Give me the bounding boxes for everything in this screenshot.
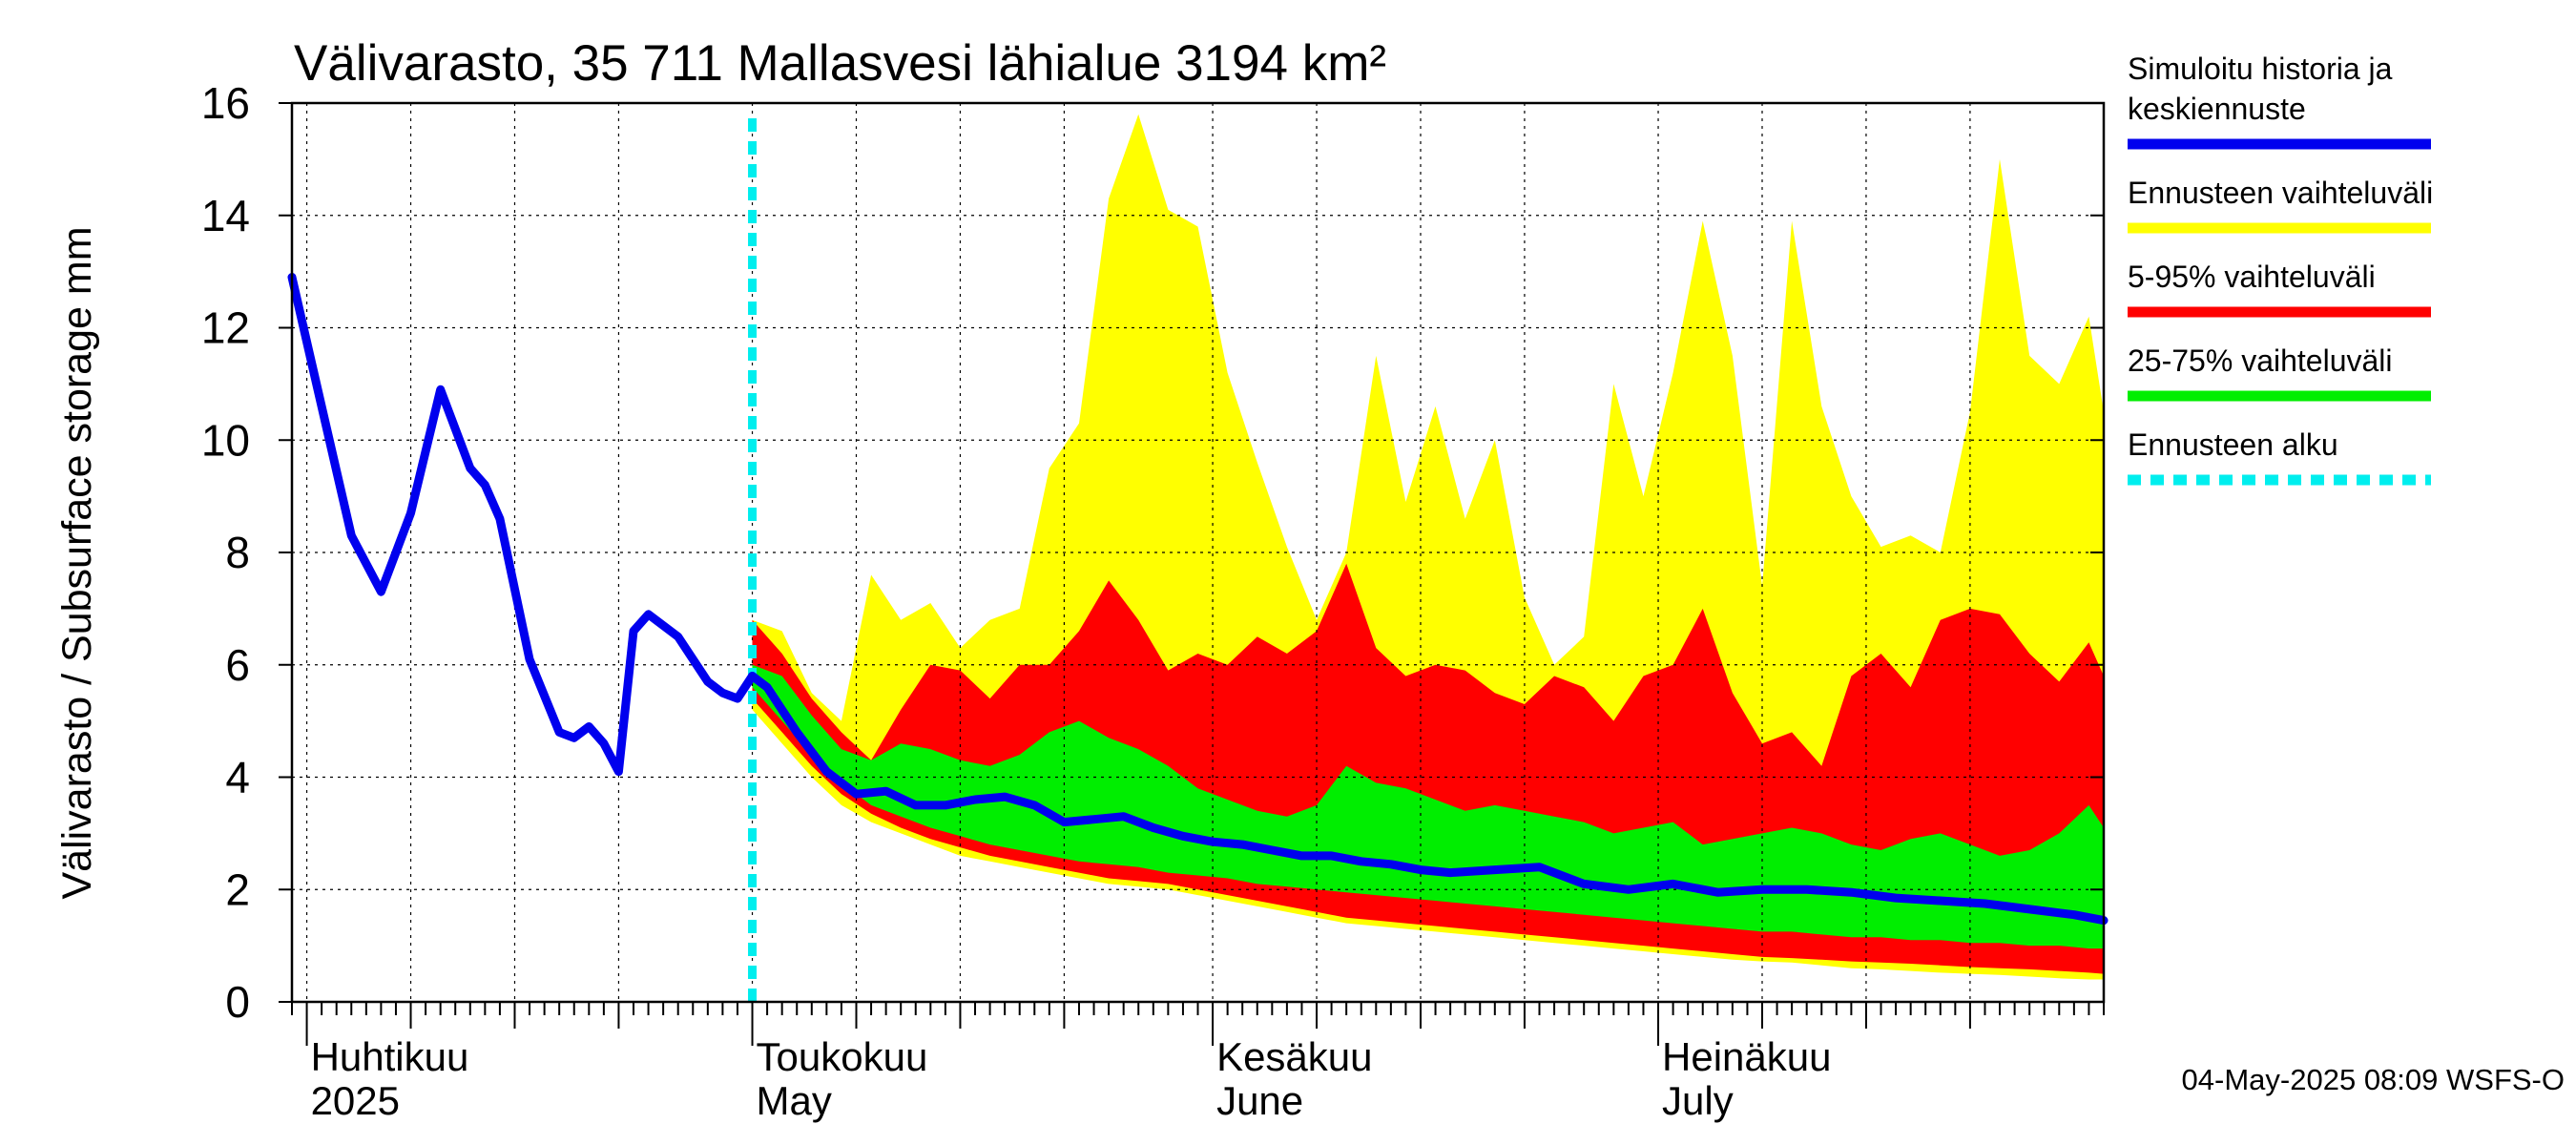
mean_forecast-line bbox=[748, 672, 2109, 926]
legend-label: Simuloitu historia ja bbox=[2128, 52, 2393, 86]
x-month-label-en: 2025 bbox=[311, 1078, 400, 1123]
legend-label: keskiennuste bbox=[2128, 92, 2306, 126]
timestamp: 04-May-2025 08:09 WSFS-O bbox=[2182, 1063, 2565, 1096]
grid bbox=[292, 102, 2104, 1002]
x-month-label-en: May bbox=[757, 1078, 832, 1123]
x-month-label-en: July bbox=[1662, 1078, 1734, 1123]
band-25-75 bbox=[752, 664, 2104, 949]
legend: Simuloitu historia ja keskiennuste Ennuste… bbox=[2128, 52, 2433, 486]
y-tick-label: 8 bbox=[225, 528, 250, 577]
y-tick-label: 2 bbox=[225, 864, 250, 914]
legend-label: 25-75% vaihteluväli bbox=[2128, 344, 2393, 378]
x-month-label-fi: Kesäkuu bbox=[1216, 1034, 1372, 1079]
y-tick-label: 0 bbox=[225, 977, 250, 1027]
legend-label: 5-95% vaihteluväli bbox=[2128, 260, 2376, 294]
y-axis-label: Välivarasto / Subsurface storage mm bbox=[54, 226, 100, 899]
y-tick-label: 16 bbox=[201, 78, 250, 128]
lines bbox=[287, 118, 2109, 1002]
legend-label: Ennusteen vaihteluväli bbox=[2128, 176, 2433, 210]
forecast-bands bbox=[292, 103, 2104, 1002]
x-month-label-fi: Heinäkuu bbox=[1662, 1034, 1831, 1079]
y-tick-label: 12 bbox=[201, 303, 250, 353]
y-tick-label: 4 bbox=[225, 753, 250, 802]
y-tick-label: 14 bbox=[201, 191, 250, 240]
x-month-label-fi: Huhtikuu bbox=[311, 1034, 469, 1079]
x-month-label-en: June bbox=[1216, 1078, 1303, 1123]
x-month-label-fi: Toukokuu bbox=[757, 1034, 928, 1079]
y-tick-label: 10 bbox=[201, 415, 250, 465]
chart-title: Välivarasto, 35 711 Mallasvesi lähialue … bbox=[294, 35, 1386, 92]
y-tick-label: 6 bbox=[225, 640, 250, 690]
history-line bbox=[287, 273, 757, 777]
legend-label: Ennusteen alku bbox=[2128, 427, 2338, 462]
